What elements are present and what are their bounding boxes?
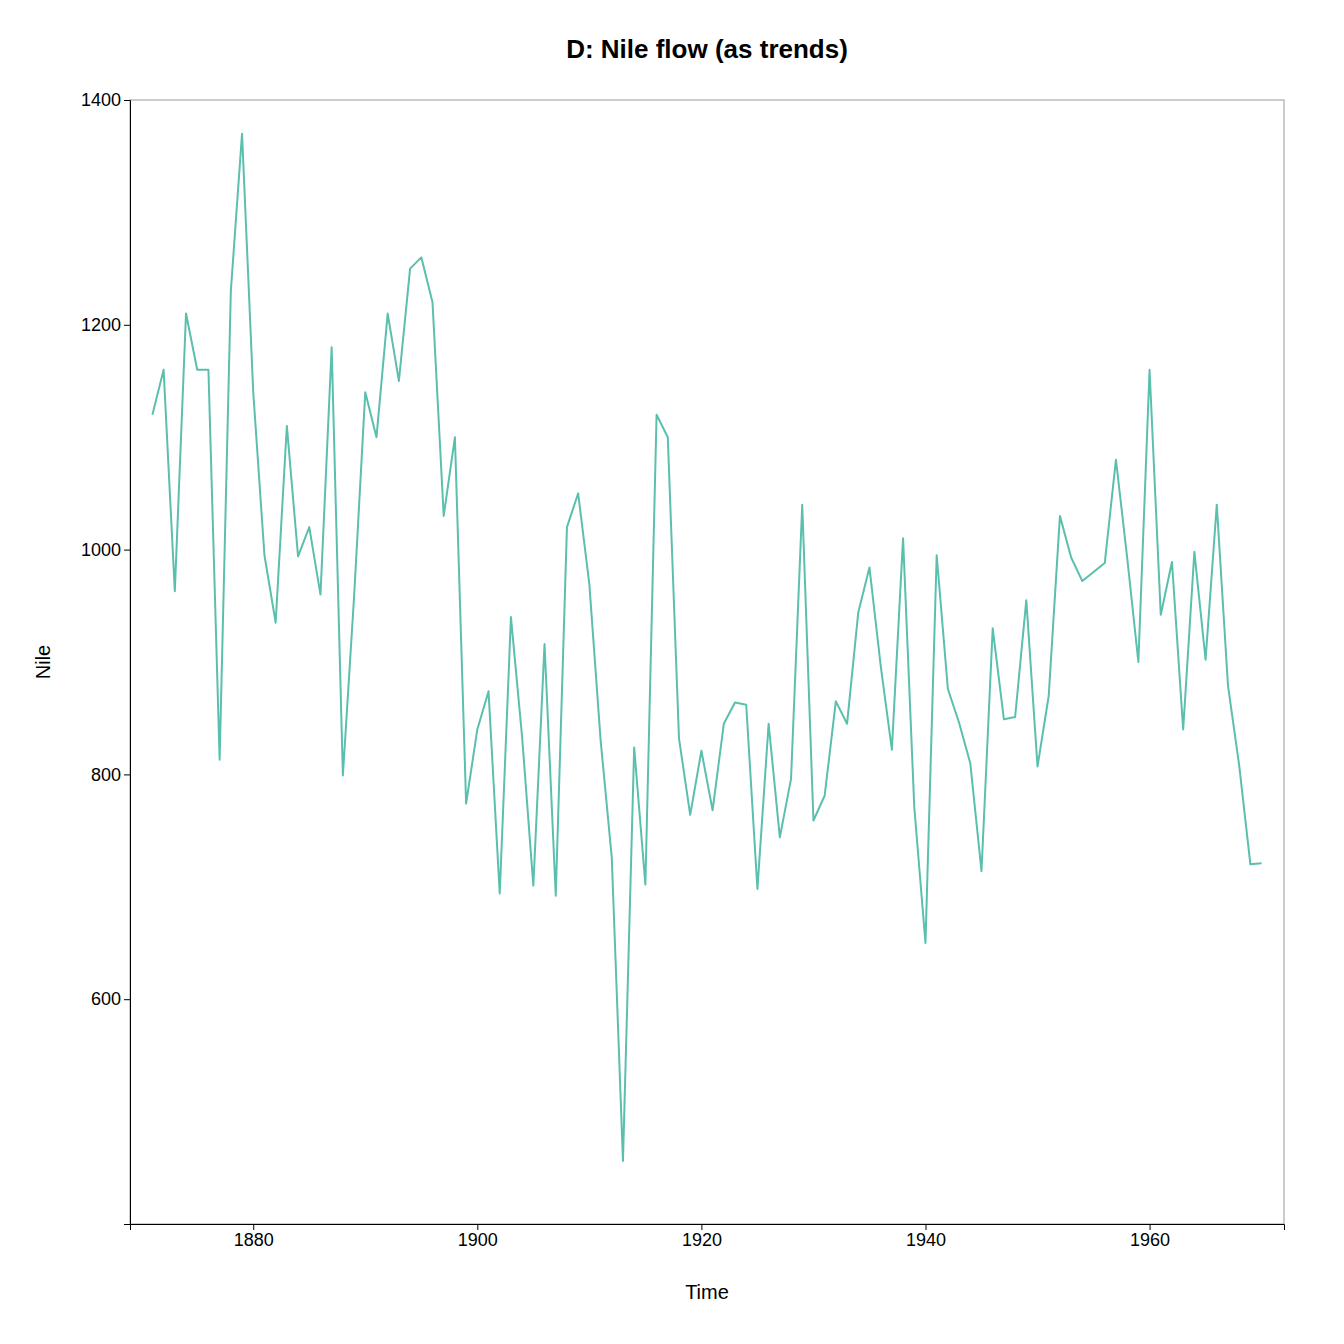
- tick-label: 1880: [234, 1230, 274, 1250]
- chart-title: D: Nile flow (as trends): [566, 34, 848, 64]
- tick-label: 600: [91, 989, 121, 1009]
- tick-label: 1960: [1130, 1230, 1170, 1250]
- tick-label: 1400: [81, 90, 121, 110]
- tick: 1900: [458, 1224, 498, 1250]
- data-line: [152, 134, 1261, 1161]
- tick: 1920: [682, 1224, 722, 1250]
- tick: 600: [91, 989, 130, 1009]
- tick-label: 1920: [682, 1230, 722, 1250]
- plot-frame: [130, 100, 1284, 1224]
- tick: 1880: [234, 1224, 274, 1250]
- chart: 1880 1900 1920 1940 1960 600 800 1000 1200 1400 D:…: [0, 0, 1344, 1344]
- tick-mark: [124, 100, 130, 101]
- axis-line: [124, 101, 131, 1225]
- tick: 1960: [1130, 1224, 1170, 1250]
- tick: 800: [91, 765, 130, 785]
- tick: 1200: [81, 315, 130, 335]
- y-axis-title: Nile: [32, 645, 54, 679]
- tick-mark: [124, 550, 130, 551]
- tick: 1000: [81, 540, 130, 560]
- tick-mark: [124, 774, 130, 775]
- plot-area: 1880 1900 1920 1940 1960 600 800 1000 1200 1400: [81, 90, 1285, 1250]
- tick: 1940: [906, 1224, 946, 1250]
- tick-label: 1200: [81, 315, 121, 335]
- tick-mark: [124, 325, 130, 326]
- tick-mark: [124, 999, 130, 1000]
- y-axis: 600 800 1000 1200 1400: [81, 90, 131, 1224]
- tick-label: 1940: [906, 1230, 946, 1250]
- tick-label: 1900: [458, 1230, 498, 1250]
- x-axis-title: Time: [685, 1281, 729, 1303]
- tick-label: 800: [91, 765, 121, 785]
- x-axis: 1880 1900 1920 1940 1960: [131, 1224, 1285, 1250]
- marks: [152, 134, 1261, 1161]
- tick-label: 1000: [81, 540, 121, 560]
- tick: 1400: [81, 90, 130, 110]
